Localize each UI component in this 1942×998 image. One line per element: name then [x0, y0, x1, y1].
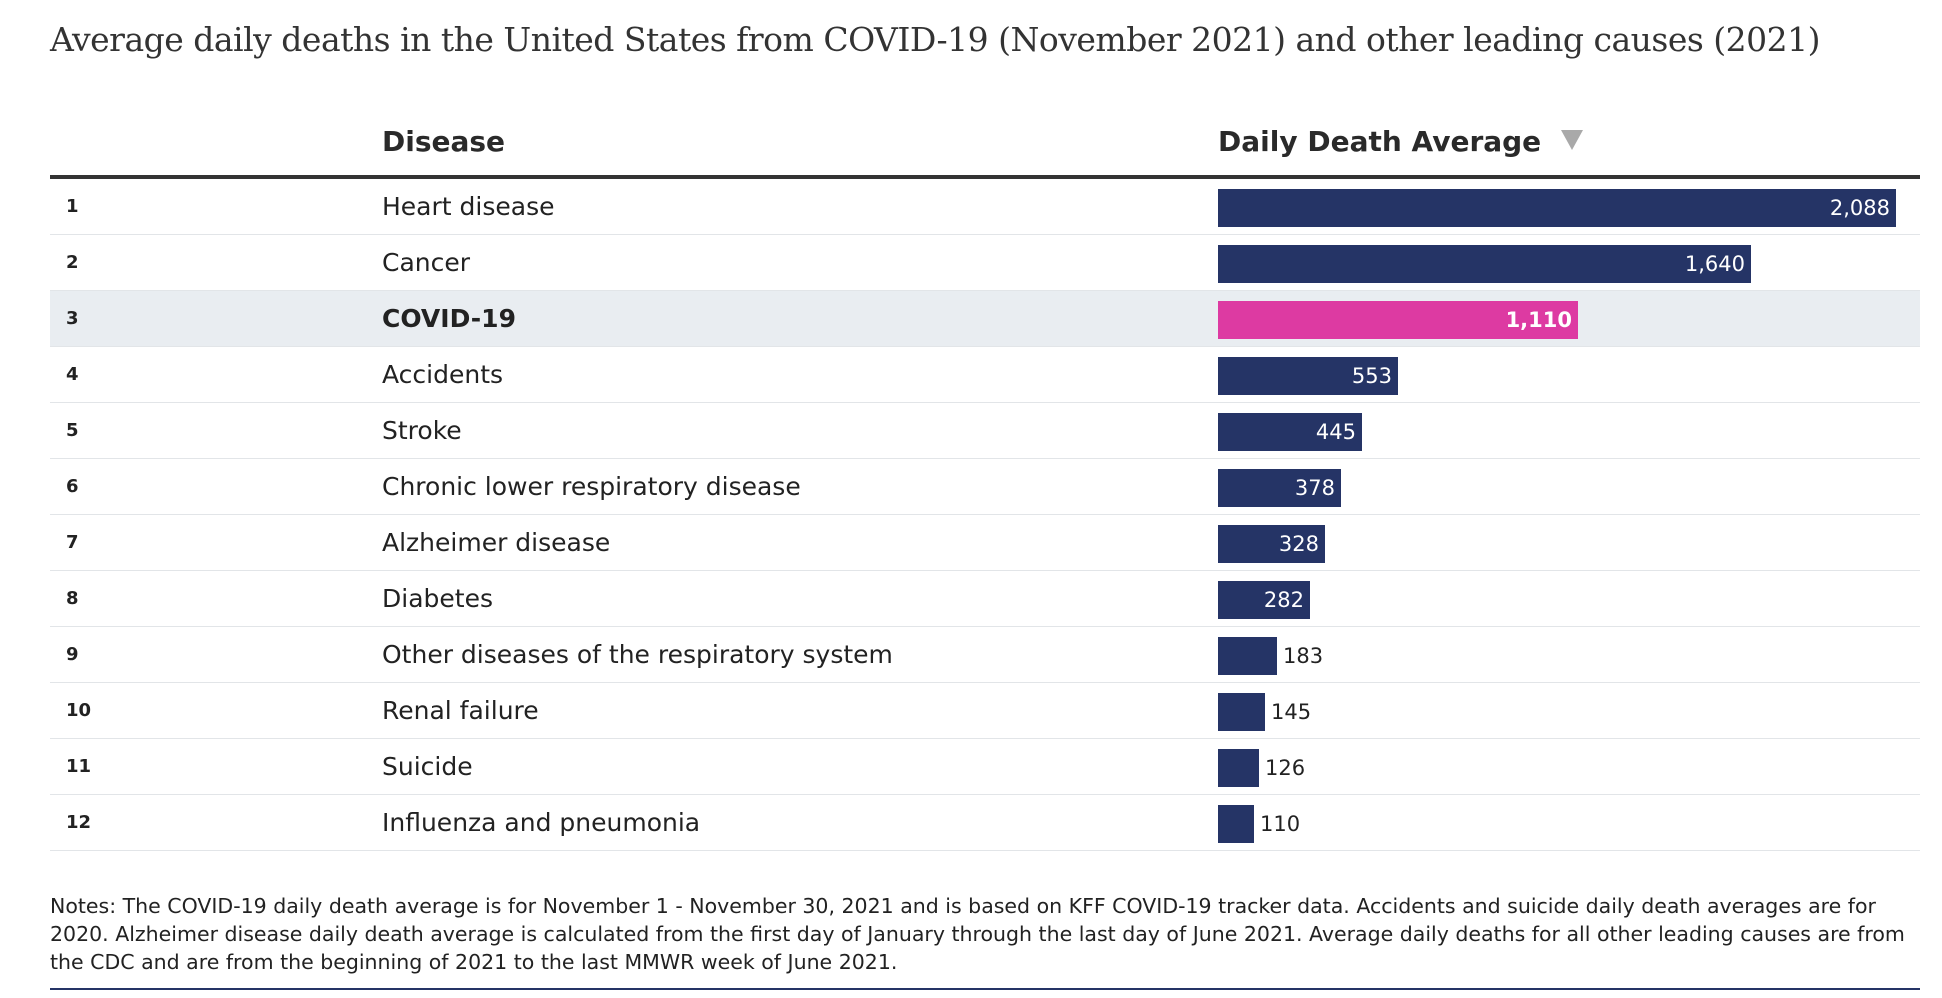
bar-value-label: 145: [1271, 700, 1312, 724]
chart-table: 1 Heart disease 2,088 2 Cancer 1,640 3 COVID-19…: [50, 179, 1920, 851]
bar-value-label: 126: [1265, 756, 1306, 780]
bar-other-diseases-of-the-respiratory-system: [1218, 637, 1277, 675]
table-row: 1 Heart disease 2,088: [50, 179, 1920, 235]
header-divider: [50, 175, 1920, 179]
row-rank: 7: [66, 532, 79, 553]
bar-renal-failure: [1218, 693, 1265, 731]
column-header-disease[interactable]: Disease: [382, 125, 506, 158]
bar-stroke: [1218, 413, 1362, 451]
row-rank: 8: [66, 588, 79, 609]
bar-value-label: 1,640: [1684, 252, 1745, 276]
bar-accidents: [1218, 357, 1398, 395]
sort-descending-icon[interactable]: [1561, 130, 1584, 150]
table-row: 2 Cancer 1,640: [50, 235, 1920, 291]
row-disease-label: Other diseases of the respiratory system: [382, 640, 893, 669]
bar-diabetes: [1218, 581, 1310, 619]
table-row: 6 Chronic lower respiratory disease 378: [50, 459, 1920, 515]
bar-value-label: 2,088: [1829, 196, 1890, 220]
table-row: 8 Diabetes 282: [50, 571, 1920, 627]
row-rank: 12: [66, 812, 92, 833]
bar-influenza-and-pneumonia: [1218, 805, 1254, 843]
column-header-daily-death-average[interactable]: Daily Death Average: [1218, 125, 1584, 158]
table-row: 5 Stroke 445: [50, 403, 1920, 459]
bar-chronic-lower-respiratory-disease: [1218, 469, 1341, 507]
row-rank: 1: [66, 196, 79, 217]
column-header-label: Daily Death Average: [1218, 125, 1542, 158]
table-row: 7 Alzheimer disease 328: [50, 515, 1920, 571]
row-rank: 10: [66, 700, 92, 721]
row-rank: 9: [66, 644, 79, 665]
bar-value-label: 445: [1315, 420, 1356, 444]
row-disease-label: Heart disease: [382, 192, 555, 221]
row-rank: 4: [66, 364, 79, 385]
row-disease-label: Stroke: [382, 416, 462, 445]
row-rank: 3: [66, 308, 79, 329]
row-disease-label: Chronic lower respiratory disease: [382, 472, 801, 501]
table-row: 3 COVID-19 1,110: [50, 291, 1920, 347]
table-row: 4 Accidents 553: [50, 347, 1920, 403]
table-row: 10 Renal failure 145: [50, 683, 1920, 739]
row-rank: 5: [66, 420, 79, 441]
table-row: 12 Influenza and pneumonia 110: [50, 795, 1920, 851]
row-rank: 6: [66, 476, 79, 497]
bar-value-label: 282: [1263, 588, 1304, 612]
row-disease-label: COVID-19: [382, 304, 516, 333]
row-disease-label: Suicide: [382, 752, 473, 781]
bar-cancer: [1218, 245, 1751, 283]
row-disease-label: Renal failure: [382, 696, 539, 725]
bar-value-label: 183: [1283, 644, 1324, 668]
row-rank: 11: [66, 756, 92, 777]
bar-value-label: 553: [1351, 364, 1392, 388]
row-disease-label: Cancer: [382, 248, 471, 277]
bar-value-label: 110: [1260, 812, 1301, 836]
row-disease-label: Accidents: [382, 360, 504, 389]
bar-heart-disease: [1218, 189, 1896, 227]
bar-value-label: 328: [1278, 532, 1319, 556]
table-row: 11 Suicide 126: [50, 739, 1920, 795]
bar-value-label: 378: [1294, 476, 1335, 500]
row-disease-label: Alzheimer disease: [382, 528, 611, 557]
bar-covid-19: [1218, 301, 1578, 339]
bar-alzheimer-disease: [1218, 525, 1325, 563]
bar-suicide: [1218, 749, 1259, 787]
bar-value-label: 1,110: [1505, 308, 1572, 332]
chart-notes: Notes: The COVID-19 daily death average …: [50, 894, 1905, 974]
row-disease-label: Diabetes: [382, 584, 493, 613]
table-row: 9 Other diseases of the respiratory syste…: [50, 627, 1920, 683]
row-rank: 2: [66, 252, 79, 273]
row-disease-label: Influenza and pneumonia: [382, 808, 701, 837]
bottom-divider: [50, 988, 1920, 990]
chart-title: Average daily deaths in the United State…: [50, 20, 1821, 59]
